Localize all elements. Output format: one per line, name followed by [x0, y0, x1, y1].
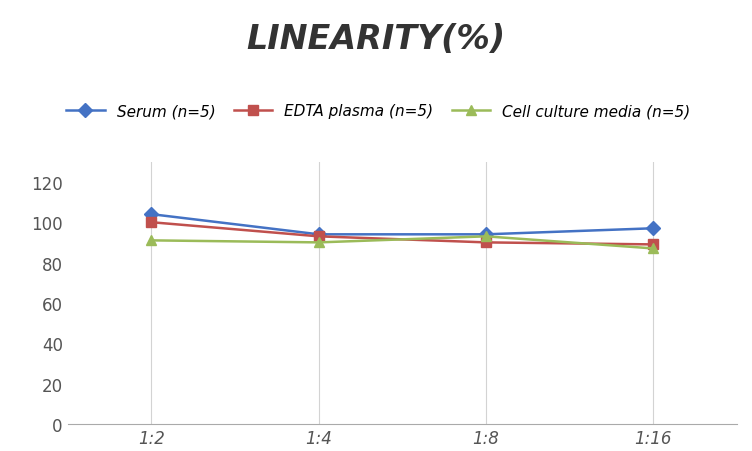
- Serum (n=5): [314, 232, 323, 238]
- Legend: Serum (n=5), EDTA plasma (n=5), Cell culture media (n=5): Serum (n=5), EDTA plasma (n=5), Cell cul…: [60, 98, 696, 125]
- EDTA plasma (n=5): [649, 242, 658, 248]
- Serum (n=5): [147, 212, 156, 217]
- Cell culture media (n=5): [481, 234, 490, 239]
- Line: Cell culture media (n=5): Cell culture media (n=5): [147, 232, 658, 254]
- EDTA plasma (n=5): [481, 240, 490, 245]
- Cell culture media (n=5): [314, 240, 323, 245]
- Cell culture media (n=5): [649, 246, 658, 252]
- EDTA plasma (n=5): [147, 220, 156, 226]
- Text: LINEARITY(%): LINEARITY(%): [247, 23, 505, 55]
- EDTA plasma (n=5): [314, 234, 323, 239]
- Serum (n=5): [481, 232, 490, 238]
- Serum (n=5): [649, 226, 658, 231]
- Cell culture media (n=5): [147, 238, 156, 244]
- Line: EDTA plasma (n=5): EDTA plasma (n=5): [147, 218, 658, 250]
- Line: Serum (n=5): Serum (n=5): [147, 210, 658, 239]
